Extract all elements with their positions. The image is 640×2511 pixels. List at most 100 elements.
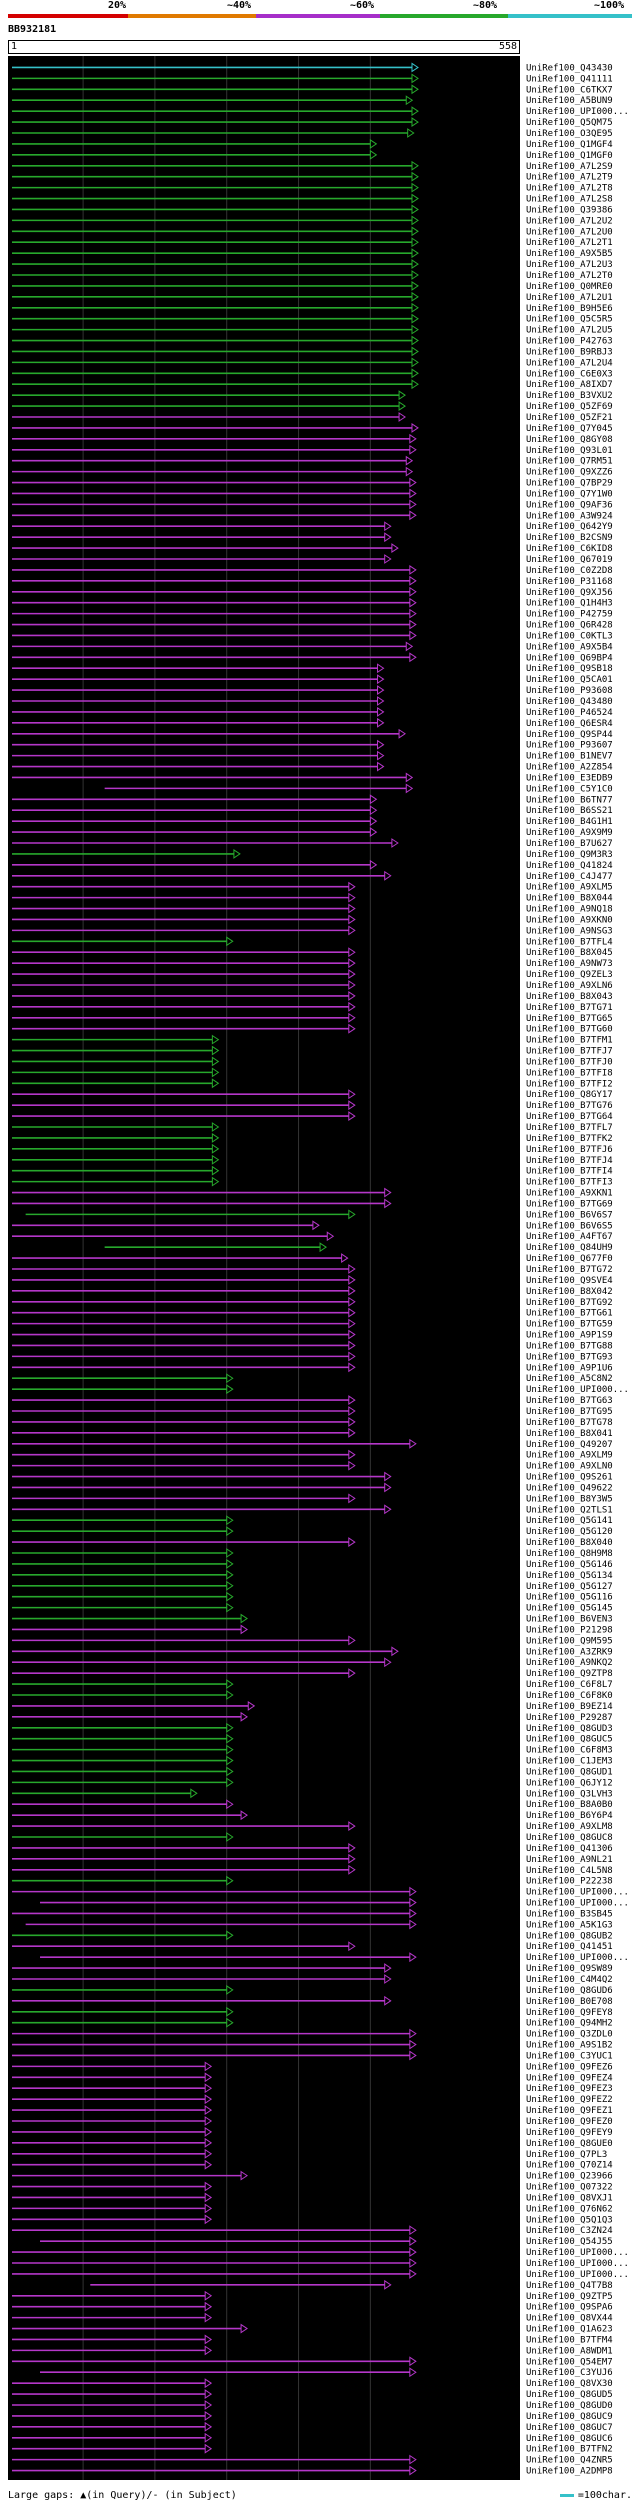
hit-label[interactable]: UniRef100_C5Y1C0 <box>526 784 613 794</box>
hit-bar[interactable] <box>12 422 419 433</box>
hit-label[interactable]: UniRef100_A5C8N2 <box>526 1374 613 1384</box>
hit-label[interactable]: UniRef100_A9XLM9 <box>526 1451 613 1461</box>
hit-label[interactable]: UniRef100_Q5ZF69 <box>526 402 613 412</box>
hit-bar[interactable] <box>12 2017 234 2028</box>
hit-label[interactable]: UniRef100_A7L2T8 <box>526 184 613 194</box>
hit-label[interactable]: UniRef100_Q9SPA6 <box>526 2303 613 2313</box>
hit-bar[interactable] <box>12 2083 213 2094</box>
hit-label[interactable]: UniRef100_Q4ZNR5 <box>526 2456 613 2466</box>
hit-bar[interactable] <box>104 783 414 794</box>
hit-label[interactable]: UniRef100_Q69BP4 <box>526 653 613 663</box>
hit-label[interactable]: UniRef100_Q8GUD5 <box>526 2390 613 2400</box>
hit-label[interactable]: UniRef100_Q3LVH3 <box>526 1789 613 1799</box>
hit-bar[interactable] <box>12 543 399 554</box>
hit-bar[interactable] <box>12 1668 356 1679</box>
hit-bar[interactable] <box>12 259 419 270</box>
hit-label[interactable]: UniRef100_C3YUC1 <box>526 2051 613 2061</box>
hit-bar[interactable] <box>12 2345 213 2356</box>
hit-label[interactable]: UniRef100_Q5QM75 <box>526 118 613 128</box>
hit-bar[interactable] <box>12 1646 399 1657</box>
hit-bar[interactable] <box>12 1264 356 1274</box>
hit-label[interactable]: UniRef100_B3SB45 <box>526 1909 613 1919</box>
hit-bar[interactable] <box>12 750 385 761</box>
hit-bar[interactable] <box>12 1482 392 1493</box>
hit-bar[interactable] <box>12 2378 213 2389</box>
hit-label[interactable]: UniRef100_Q43480 <box>526 697 613 707</box>
hit-label[interactable]: UniRef100_A2Z854 <box>526 763 613 773</box>
hit-bar[interactable] <box>12 1941 356 1952</box>
hit-bar[interactable] <box>12 117 419 128</box>
hit-bar[interactable] <box>12 706 385 717</box>
hit-label[interactable]: UniRef100_UPI000... <box>526 1899 629 1909</box>
hit-bar[interactable] <box>12 728 406 739</box>
hit-label[interactable]: UniRef100_B6VEN3 <box>526 1615 613 1625</box>
hit-label[interactable]: UniRef100_Q49622 <box>526 1483 613 1493</box>
hit-label[interactable]: UniRef100_Q70Z14 <box>526 2161 613 2171</box>
hit-bar[interactable] <box>12 368 419 379</box>
hit-bar[interactable] <box>12 1111 356 1122</box>
hit-bar[interactable] <box>12 1963 392 1974</box>
hit-bar[interactable] <box>12 193 419 204</box>
hit-label[interactable]: UniRef100_Q5Q1Q3 <box>526 2215 613 2225</box>
hit-bar[interactable] <box>12 2301 213 2312</box>
hit-label[interactable]: UniRef100_B7TFL7 <box>526 1123 613 1133</box>
hit-bar[interactable] <box>12 1700 256 1711</box>
hit-bar[interactable] <box>12 2443 213 2454</box>
hit-label[interactable]: UniRef100_Q67019 <box>526 555 613 565</box>
hit-label[interactable]: UniRef100_Q8GUC6 <box>526 2434 613 2444</box>
hit-bar[interactable] <box>12 1416 356 1427</box>
hit-bar[interactable] <box>12 761 385 772</box>
hit-label[interactable]: UniRef100_E3EDB9 <box>526 773 613 783</box>
hit-bar[interactable] <box>12 1810 248 1821</box>
hit-bar[interactable] <box>12 1832 234 1842</box>
hit-label[interactable]: UniRef100_Q7RM51 <box>526 457 613 467</box>
hit-bar[interactable] <box>12 302 419 313</box>
hit-label[interactable]: UniRef100_B4G1H1 <box>526 817 613 827</box>
hit-label[interactable]: UniRef100_Q9FEY8 <box>526 2008 613 2018</box>
hit-bar[interactable] <box>12 739 385 750</box>
hit-label[interactable]: UniRef100_A7L2T0 <box>526 271 613 281</box>
hit-bar[interactable] <box>12 641 414 652</box>
hit-label[interactable]: UniRef100_B7TFM1 <box>526 1036 613 1046</box>
hit-label[interactable]: UniRef100_A7L2U3 <box>526 260 613 270</box>
hit-label[interactable]: UniRef100_A9X5B5 <box>526 249 613 259</box>
hit-label[interactable]: UniRef100_A9XLM8 <box>526 1822 613 1832</box>
hit-bar[interactable] <box>12 1864 356 1875</box>
hit-label[interactable]: UniRef100_Q9FEZ3 <box>526 2084 613 2094</box>
hit-label[interactable]: UniRef100_C3ZN24 <box>526 2226 613 2236</box>
hit-label[interactable]: UniRef100_Q9FEZ1 <box>526 2106 613 2116</box>
hit-label[interactable]: UniRef100_Q41451 <box>526 1942 613 1952</box>
hit-bar[interactable] <box>12 335 419 346</box>
hit-bar[interactable] <box>12 248 419 259</box>
hit-label[interactable]: UniRef100_Q677F0 <box>526 1254 613 1264</box>
hit-label[interactable]: UniRef100_A9NL21 <box>526 1855 613 1865</box>
hit-bar[interactable] <box>12 2389 213 2400</box>
hit-bar[interactable] <box>12 412 406 422</box>
hit-bar[interactable] <box>12 554 392 564</box>
hit-label[interactable]: UniRef100_UPI000... <box>526 107 629 117</box>
hit-bar[interactable] <box>12 2247 417 2258</box>
hit-label[interactable]: UniRef100_B7TFN2 <box>526 2445 613 2455</box>
hit-bar[interactable] <box>12 1187 392 1198</box>
hit-bar[interactable] <box>25 1919 417 1930</box>
hit-bar[interactable] <box>12 2072 213 2083</box>
hit-bar[interactable] <box>12 270 419 280</box>
hit-label[interactable]: UniRef100_Q2TLS1 <box>526 1505 613 1515</box>
hit-label[interactable]: UniRef100_A3W924 <box>526 511 613 521</box>
hit-label[interactable]: UniRef100_A3ZRK9 <box>526 1647 613 1657</box>
hit-label[interactable]: UniRef100_B3VXU2 <box>526 391 613 401</box>
hit-label[interactable]: UniRef100_A9NKQ2 <box>526 1658 613 1668</box>
hit-bar[interactable] <box>12 532 392 543</box>
hit-bar[interactable] <box>12 2006 234 2017</box>
hit-label[interactable]: UniRef100_Q9M595 <box>526 1636 613 1646</box>
hit-bar[interactable] <box>12 1799 234 1810</box>
hit-bar[interactable] <box>12 455 414 466</box>
hit-bar[interactable] <box>12 1733 234 1744</box>
hit-label[interactable]: UniRef100_Q8GUC5 <box>526 1735 613 1745</box>
hit-bar[interactable] <box>12 925 356 936</box>
hit-label[interactable]: UniRef100_Q9FEZ6 <box>526 2062 613 2072</box>
hit-label[interactable]: UniRef100_B7TG93 <box>526 1352 613 1362</box>
hit-label[interactable]: UniRef100_Q9SB18 <box>526 664 613 674</box>
hit-label[interactable]: UniRef100_B7TFI8 <box>526 1068 613 1078</box>
hit-label[interactable]: UniRef100_Q9S261 <box>526 1473 613 1483</box>
